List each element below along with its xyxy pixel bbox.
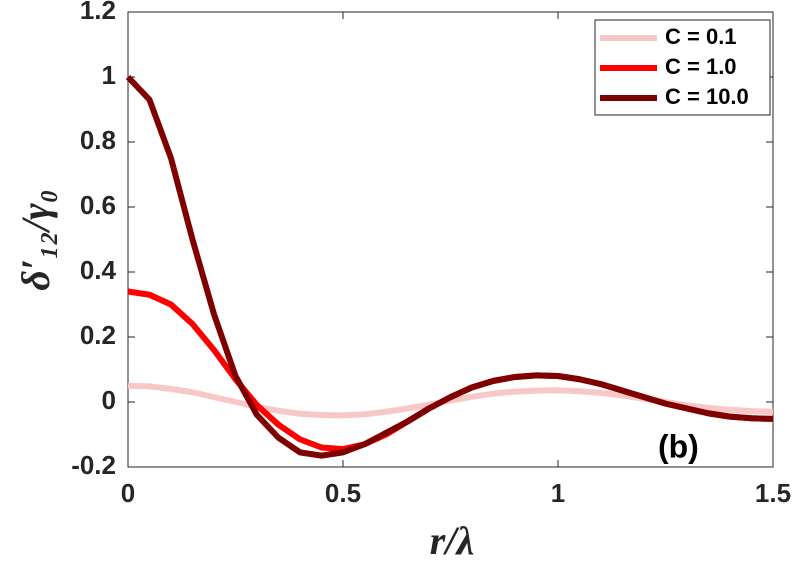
y-tick-label: 1 <box>102 60 116 90</box>
y-tick-label: 0.4 <box>80 255 117 285</box>
x-tick-label: 0 <box>121 478 135 508</box>
x-tick-label: 1.5 <box>755 478 791 508</box>
x-tick-label: 0.5 <box>325 478 361 508</box>
y-tick-label: -0.2 <box>71 450 116 480</box>
y-tick-label: 0.8 <box>80 125 116 155</box>
legend-label: C = 10.0 <box>665 84 749 109</box>
y-tick-label: 1.2 <box>80 0 116 25</box>
y-axis-label: δ′₁₂/γ₀ <box>13 189 58 290</box>
y-tick-label: 0.6 <box>80 190 116 220</box>
legend-label: C = 0.1 <box>665 24 737 49</box>
x-axis-label: r/λ <box>430 518 474 563</box>
data-line <box>125 74 774 459</box>
y-tick-label: 0.2 <box>80 320 116 350</box>
annotation: (b) <box>658 429 699 465</box>
x-tick-label: 1 <box>551 478 565 508</box>
y-tick-label: 0 <box>102 385 116 415</box>
legend-label: C = 1.0 <box>665 54 737 79</box>
